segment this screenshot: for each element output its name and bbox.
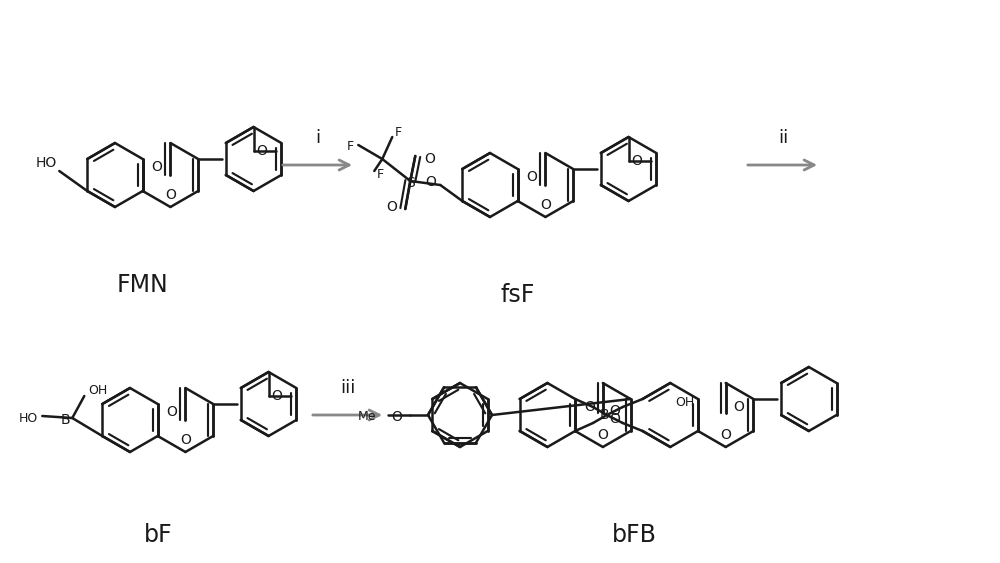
Text: OH: OH (88, 383, 108, 396)
Text: O: O (272, 389, 282, 403)
Text: O: O (720, 428, 731, 442)
Text: O: O (257, 144, 267, 158)
Text: O: O (391, 410, 402, 424)
Text: i: i (315, 129, 321, 147)
Text: O: O (540, 198, 551, 212)
Text: FMN: FMN (117, 273, 169, 297)
Text: F: F (377, 168, 384, 181)
Text: O: O (425, 175, 436, 189)
Text: O: O (632, 154, 642, 168)
Text: O: O (180, 433, 191, 447)
Text: O: O (609, 404, 620, 418)
Text: Me: Me (358, 410, 376, 423)
Text: O: O (165, 188, 176, 202)
Text: O: O (609, 412, 620, 426)
Text: fsF: fsF (501, 283, 535, 307)
Text: O: O (152, 160, 162, 174)
Text: O: O (584, 400, 595, 414)
Text: B: B (600, 408, 610, 422)
Text: bFB: bFB (612, 523, 657, 547)
Text: ii: ii (778, 129, 788, 147)
Text: OH: OH (675, 396, 695, 409)
Text: bF: bF (143, 523, 172, 547)
Text: iii: iii (340, 379, 356, 397)
Text: S: S (406, 176, 415, 190)
Text: O: O (386, 200, 397, 214)
Text: B: B (61, 413, 70, 427)
Text: O: O (597, 428, 608, 442)
Text: HO: HO (36, 156, 57, 170)
Text: F: F (395, 127, 402, 140)
Text: O: O (167, 405, 177, 419)
Text: F: F (347, 141, 354, 154)
Text: O: O (424, 152, 435, 166)
Text: HO: HO (19, 412, 38, 425)
Text: O: O (527, 170, 537, 184)
Text: O: O (734, 400, 745, 414)
